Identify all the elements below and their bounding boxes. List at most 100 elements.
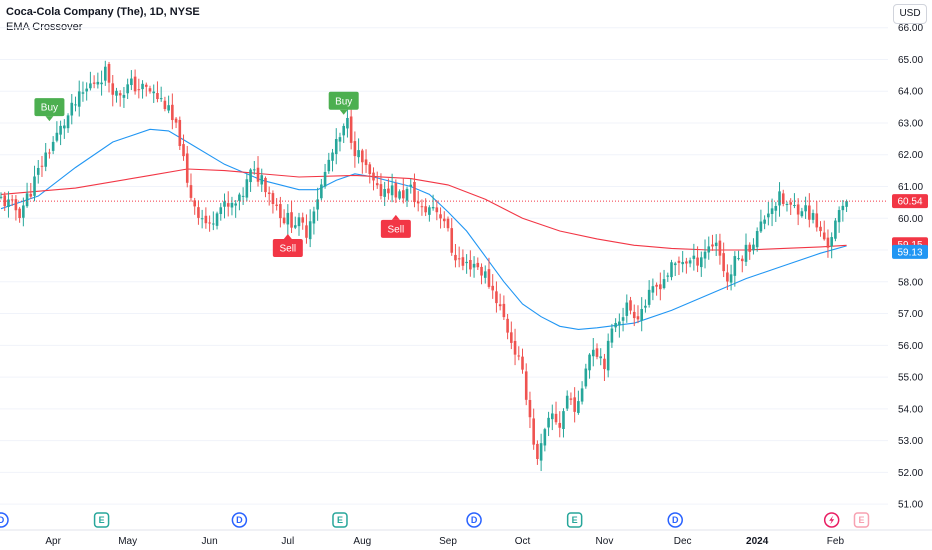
time-tick-label: May xyxy=(118,536,137,547)
candle-body xyxy=(293,225,297,228)
ema-slow-line xyxy=(0,168,847,251)
candle-body xyxy=(22,205,25,218)
candle-body xyxy=(212,223,215,225)
candle-body xyxy=(551,413,554,420)
candle-body xyxy=(543,429,547,446)
candle-body xyxy=(226,203,230,207)
candle-body xyxy=(7,199,10,207)
candle-body xyxy=(521,356,524,370)
candle-body xyxy=(446,218,450,229)
candle-body xyxy=(539,443,543,461)
candle-body xyxy=(726,272,729,282)
candle-body xyxy=(346,117,349,129)
candle-body xyxy=(487,269,491,287)
signal-pointer xyxy=(339,109,348,115)
candle-body xyxy=(472,263,476,268)
candle-body xyxy=(174,118,178,123)
candle-body xyxy=(703,251,707,259)
candle-body xyxy=(230,202,234,208)
candle-body xyxy=(126,84,129,94)
candle-body xyxy=(707,246,711,253)
candle-body xyxy=(25,193,29,207)
candle-body xyxy=(55,132,59,141)
dividend-icon: D xyxy=(466,512,482,528)
candle-body xyxy=(700,257,703,268)
candle-body xyxy=(595,348,599,357)
candle-body xyxy=(748,244,752,252)
dividend-label: D xyxy=(236,515,243,525)
price-label-bg xyxy=(892,194,928,209)
dividend-circle xyxy=(231,512,248,528)
candle-body xyxy=(14,199,18,211)
candle-body xyxy=(234,203,237,206)
candle-body xyxy=(3,195,7,207)
price-label: 59.13 xyxy=(892,244,928,259)
candle-body xyxy=(755,231,759,248)
candles xyxy=(0,60,848,472)
candle-body xyxy=(405,188,409,201)
candle-body xyxy=(331,152,334,161)
dividend-circle xyxy=(667,512,683,528)
candle-body xyxy=(353,141,357,157)
candle-body xyxy=(442,218,446,222)
price-tick-label: 51.00 xyxy=(898,500,923,511)
candle-body xyxy=(342,125,345,136)
candle-body xyxy=(591,349,595,357)
time-tick-label: Oct xyxy=(515,536,531,547)
candle-body xyxy=(208,222,211,224)
candle-body xyxy=(282,217,286,224)
price-label-text: 60.54 xyxy=(897,197,922,208)
candle-body xyxy=(569,398,573,400)
currency-button[interactable]: USD xyxy=(893,4,927,24)
signal-pointer xyxy=(391,214,400,220)
candle-body xyxy=(737,258,740,260)
dividend-icon: D xyxy=(0,512,9,528)
candle-body xyxy=(275,204,278,206)
price-tick-label: 64.00 xyxy=(898,87,923,98)
dividend-label: D xyxy=(0,515,5,525)
signal-box xyxy=(34,98,65,117)
candle-body xyxy=(811,213,815,220)
time-tick-label: 2024 xyxy=(746,536,769,547)
earnings-box xyxy=(853,512,870,528)
candle-body xyxy=(89,83,92,89)
candle-body xyxy=(18,208,21,218)
candle-body xyxy=(193,200,196,207)
candle-body xyxy=(200,218,204,220)
candle-body xyxy=(532,418,535,445)
candle-body xyxy=(469,260,472,270)
chart-legend: Coca-Cola Company (The), 1D, NYSE EMA Cr… xyxy=(6,5,200,35)
candle-body xyxy=(647,289,651,305)
price-tick-label: 60.00 xyxy=(898,214,923,225)
candle-body xyxy=(204,215,208,224)
candle-body xyxy=(197,207,200,218)
candle-body xyxy=(625,302,629,316)
candle-body xyxy=(688,260,692,264)
candle-body xyxy=(498,304,502,307)
candle-body xyxy=(584,368,588,387)
candle-body xyxy=(480,266,483,276)
candle-body xyxy=(398,191,401,199)
candle-body xyxy=(334,139,338,155)
candle-body xyxy=(118,93,122,96)
candle-body xyxy=(141,83,144,90)
candle-body xyxy=(673,263,677,266)
candle-body xyxy=(565,395,569,409)
candle-body xyxy=(573,397,576,412)
candle-body xyxy=(327,159,331,172)
candle-body xyxy=(372,172,375,181)
candle-body xyxy=(171,104,174,121)
candle-body xyxy=(606,340,610,371)
candle-body xyxy=(185,153,189,183)
candle-body xyxy=(491,285,494,291)
candle-body xyxy=(219,207,223,214)
candle-body xyxy=(182,144,185,157)
candle-body xyxy=(666,275,670,277)
candle-body xyxy=(588,354,591,371)
candle-body xyxy=(599,356,603,359)
candle-body xyxy=(733,256,737,276)
earnings-label: E xyxy=(337,515,343,525)
earnings-box xyxy=(332,512,348,528)
candle-body xyxy=(636,316,640,320)
